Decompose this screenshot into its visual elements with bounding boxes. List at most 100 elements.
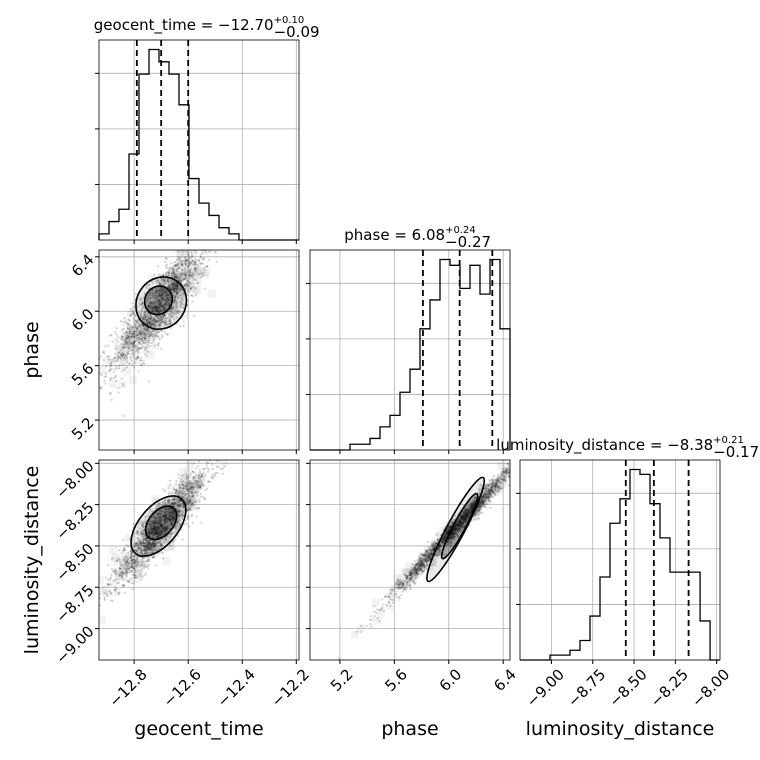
sample-point [152, 540, 156, 543]
sample-point [181, 264, 184, 267]
sample-point [168, 284, 171, 287]
sample-point [123, 316, 126, 320]
density-cell [411, 569, 420, 578]
density-cell [213, 231, 221, 239]
sample-point [188, 290, 191, 293]
sample-point [149, 316, 152, 320]
sample-point [192, 282, 195, 285]
sample-point [141, 317, 145, 320]
sample-point [187, 515, 190, 518]
sample-point [190, 287, 193, 290]
density-cell [173, 274, 182, 283]
sample-point [175, 288, 179, 291]
sample-point [143, 548, 146, 551]
density-cell [195, 270, 204, 279]
sample-point [162, 313, 166, 316]
sample-point [185, 276, 188, 279]
sample-point [165, 525, 168, 529]
sample-point [183, 277, 186, 280]
density-cell [103, 589, 112, 598]
sample-point [123, 332, 126, 335]
sample-point [142, 324, 145, 328]
sample-point [176, 262, 179, 265]
sample-point [231, 226, 233, 228]
contour-1 [135, 276, 188, 330]
sample-point [187, 262, 190, 265]
sample-point [158, 317, 161, 321]
sample-point [132, 343, 135, 346]
sample-point [216, 237, 218, 239]
sample-point [148, 332, 152, 335]
sample-point [173, 264, 176, 267]
sample-point [194, 263, 197, 266]
sample-point [188, 281, 191, 284]
sample-point [157, 342, 160, 345]
sample-point [182, 284, 186, 287]
sample-point [164, 282, 167, 285]
sample-point [177, 255, 180, 259]
sample-point [167, 322, 170, 325]
sample-point [163, 528, 167, 531]
density-cell [156, 283, 165, 292]
sample-point [136, 338, 140, 341]
sample-point [139, 346, 143, 349]
sample-point [166, 279, 170, 283]
sample-point [165, 281, 168, 284]
sample-point [555, 417, 557, 419]
sample-point [169, 287, 172, 291]
sample-point [166, 279, 169, 282]
sample-point [172, 276, 176, 279]
sample-point [194, 261, 197, 264]
density-cell [169, 281, 178, 290]
sample-point [219, 467, 222, 471]
sample-point [131, 342, 134, 345]
sample-point [144, 544, 148, 547]
density-cell [154, 314, 163, 323]
density-cell [171, 281, 180, 290]
sample-point [154, 304, 157, 308]
sample-point [162, 297, 165, 301]
sample-point [154, 564, 157, 567]
sample-point [175, 311, 179, 314]
sample-point [130, 335, 133, 338]
sample-point [125, 336, 129, 339]
sample-point [153, 309, 156, 313]
sample-point [146, 294, 149, 298]
sample-point [100, 355, 103, 358]
sample-point [131, 310, 134, 313]
sample-point [175, 293, 178, 296]
sample-point [186, 253, 189, 256]
sample-point [177, 250, 180, 253]
sample-point [167, 273, 170, 277]
sample-point [159, 322, 162, 325]
sample-point [153, 322, 156, 325]
sample-point [161, 315, 165, 319]
sample-point [213, 211, 215, 213]
sample-point [176, 264, 180, 267]
sample-point [186, 283, 189, 287]
sample-point [152, 533, 155, 536]
sample-point [162, 278, 166, 282]
density-cell [176, 269, 185, 278]
sample-point [162, 302, 166, 306]
sample-point [144, 339, 147, 342]
sample-point [179, 256, 182, 260]
sample-point [132, 354, 135, 357]
density-cell [130, 306, 139, 315]
sample-point [157, 279, 160, 282]
sample-point [154, 298, 157, 301]
sample-point [134, 358, 138, 361]
sample-point [164, 489, 167, 493]
sample-point [516, 460, 518, 462]
density-cell [144, 291, 153, 300]
sample-point [152, 296, 156, 299]
sample-point [188, 270, 192, 273]
sample-point [123, 343, 126, 347]
sample-point [129, 357, 132, 360]
sample-point [152, 301, 155, 305]
sample-point [184, 259, 187, 263]
density-cell [116, 353, 125, 362]
sample-point [161, 295, 165, 298]
sample-point [511, 467, 513, 469]
sample-point [188, 271, 192, 274]
